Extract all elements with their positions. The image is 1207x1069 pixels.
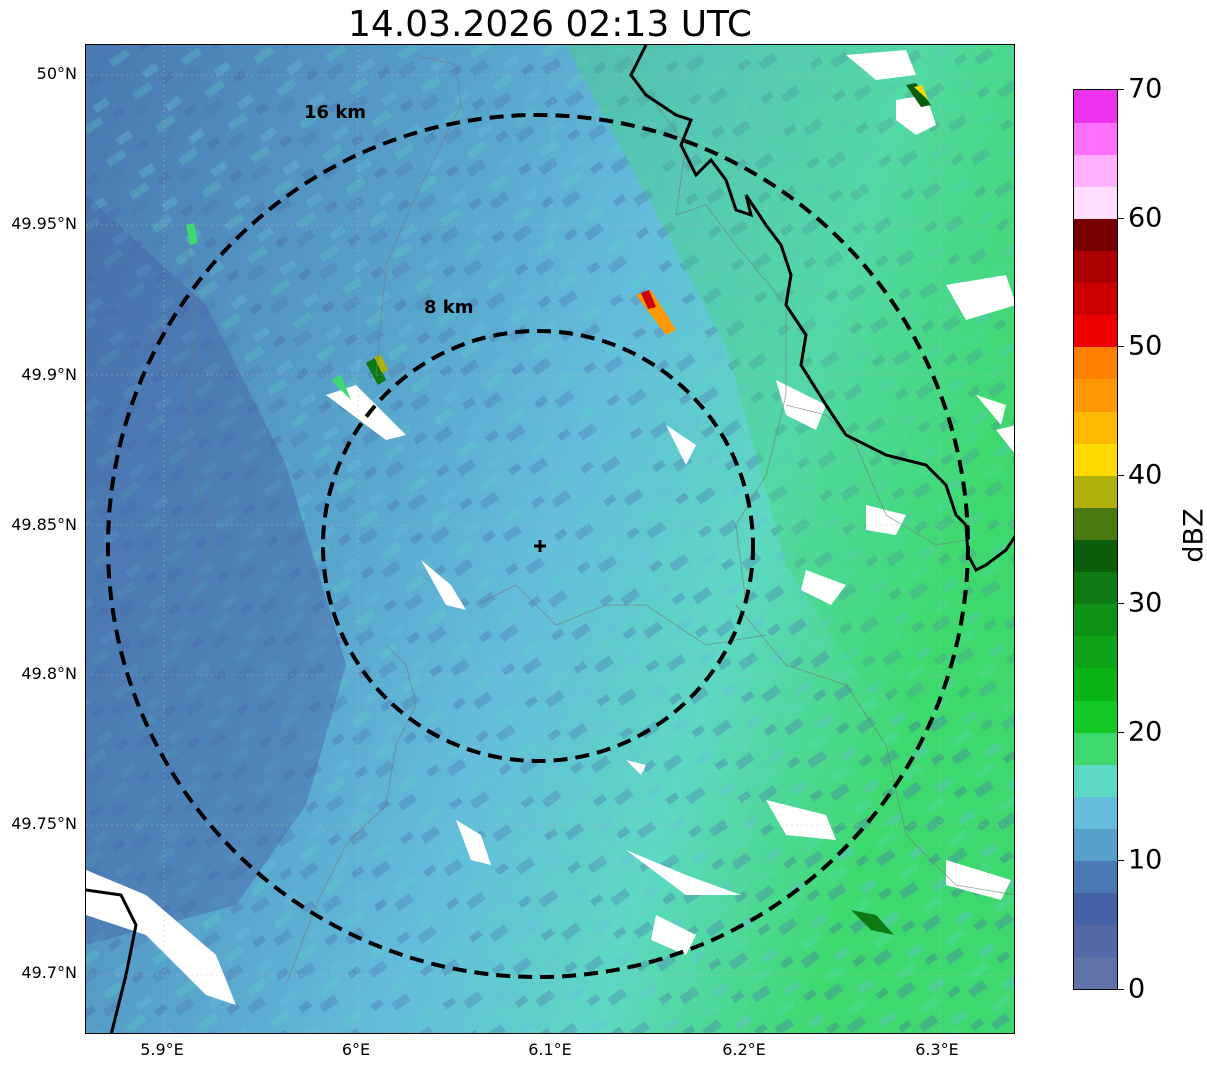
boundaries: [185, 54, 1014, 986]
colorbar-tick-mark: [1118, 731, 1124, 733]
colorbar-segment: [1074, 218, 1117, 252]
colorbar-segment: [1074, 507, 1117, 540]
range-ring-label-8km: 8 km: [424, 297, 474, 318]
colorbar-segment: [1074, 635, 1117, 669]
range-ring-16km: [106, 113, 970, 979]
lon-label-5-9: 5.9°E: [140, 1040, 184, 1059]
lon-label-6-1: 6.1°E: [528, 1040, 572, 1059]
radar-map-canvas: 8 km 16 km: [86, 45, 1014, 1033]
colorbar-segment: [1074, 314, 1117, 348]
lat-label-49-85: 49.85°N: [11, 515, 77, 534]
colorbar: [1073, 89, 1118, 990]
colorbar-segment: [1074, 603, 1117, 637]
colorbar-segment: [1074, 411, 1117, 444]
colorbar-segment: [1074, 250, 1117, 284]
colorbar-tick-mark: [1118, 989, 1124, 990]
colorbar-segment: [1074, 186, 1117, 219]
colorbar-segment: [1074, 154, 1117, 187]
colorbar-segment: [1074, 346, 1117, 380]
lat-label-49-95: 49.95°N: [11, 214, 77, 233]
strong-echo-cells: [186, 83, 931, 935]
colorbar-segment: [1074, 860, 1117, 894]
colorbar-segment: [1074, 956, 1117, 990]
no-data-patches: [86, 50, 1014, 1005]
colorbar-segment: [1074, 764, 1117, 797]
colorbar-segment: [1074, 732, 1117, 765]
lat-label-49-9: 49.9°N: [21, 365, 77, 384]
colorbar-tick-label: 20: [1128, 716, 1163, 748]
colorbar-segment: [1074, 90, 1117, 123]
lon-label-6: 6°E: [341, 1040, 371, 1059]
colorbar-segment: [1074, 122, 1117, 155]
radar-map[interactable]: 8 km 16 km: [85, 44, 1015, 1034]
colorbar-segment: [1074, 539, 1117, 573]
range-ring-8km: [321, 329, 755, 763]
lat-label-49-75: 49.75°N: [11, 814, 77, 833]
colorbar-tick-mark: [1118, 217, 1124, 219]
colorbar-segment: [1074, 378, 1117, 412]
colorbar-segment: [1074, 443, 1117, 476]
range-ring-label-16km: 16 km: [304, 102, 366, 123]
colorbar-tick-label: 60: [1128, 202, 1163, 234]
colorbar-tick-mark: [1118, 89, 1124, 90]
colorbar-segment: [1074, 282, 1117, 316]
colorbar-label: dBZ: [1178, 508, 1207, 563]
lon-label-6-2: 6.2°E: [722, 1040, 766, 1059]
colorbar-segment: [1074, 667, 1117, 701]
colorbar-tick-mark: [1118, 346, 1124, 348]
colorbar-tick-mark: [1118, 474, 1124, 476]
colorbar-segment: [1074, 796, 1117, 829]
colorbar-segment: [1074, 892, 1117, 926]
colorbar-segment: [1074, 571, 1117, 605]
map-title: 14.03.2026 02:13 UTC: [347, 4, 753, 45]
lat-label-49-7: 49.7°N: [21, 963, 77, 982]
colorbar-tick-label: 40: [1128, 459, 1163, 491]
low-reflectivity-region: [86, 195, 346, 945]
reflectivity-texture: [86, 45, 1014, 1033]
colorbar-tick-label: 30: [1128, 587, 1163, 619]
colorbar-segment: [1074, 475, 1117, 508]
lon-label-6-3: 6.3°E: [915, 1040, 959, 1059]
colorbar-tick-label: 0: [1128, 973, 1146, 1005]
radar-site-marker: [534, 540, 546, 552]
colorbar-segment: [1074, 700, 1117, 733]
colorbar-segment: [1074, 924, 1117, 958]
lat-label-49-8: 49.8°N: [21, 664, 77, 683]
lat-label-50: 50°N: [36, 64, 77, 83]
colorbar-tick-label: 70: [1128, 73, 1163, 105]
colorbar-tick-label: 10: [1128, 844, 1163, 876]
colorbar-tick-mark: [1118, 603, 1124, 605]
colorbar-tick-label: 50: [1128, 330, 1163, 362]
colorbar-segment: [1074, 828, 1117, 862]
colorbar-tick-mark: [1118, 860, 1124, 862]
